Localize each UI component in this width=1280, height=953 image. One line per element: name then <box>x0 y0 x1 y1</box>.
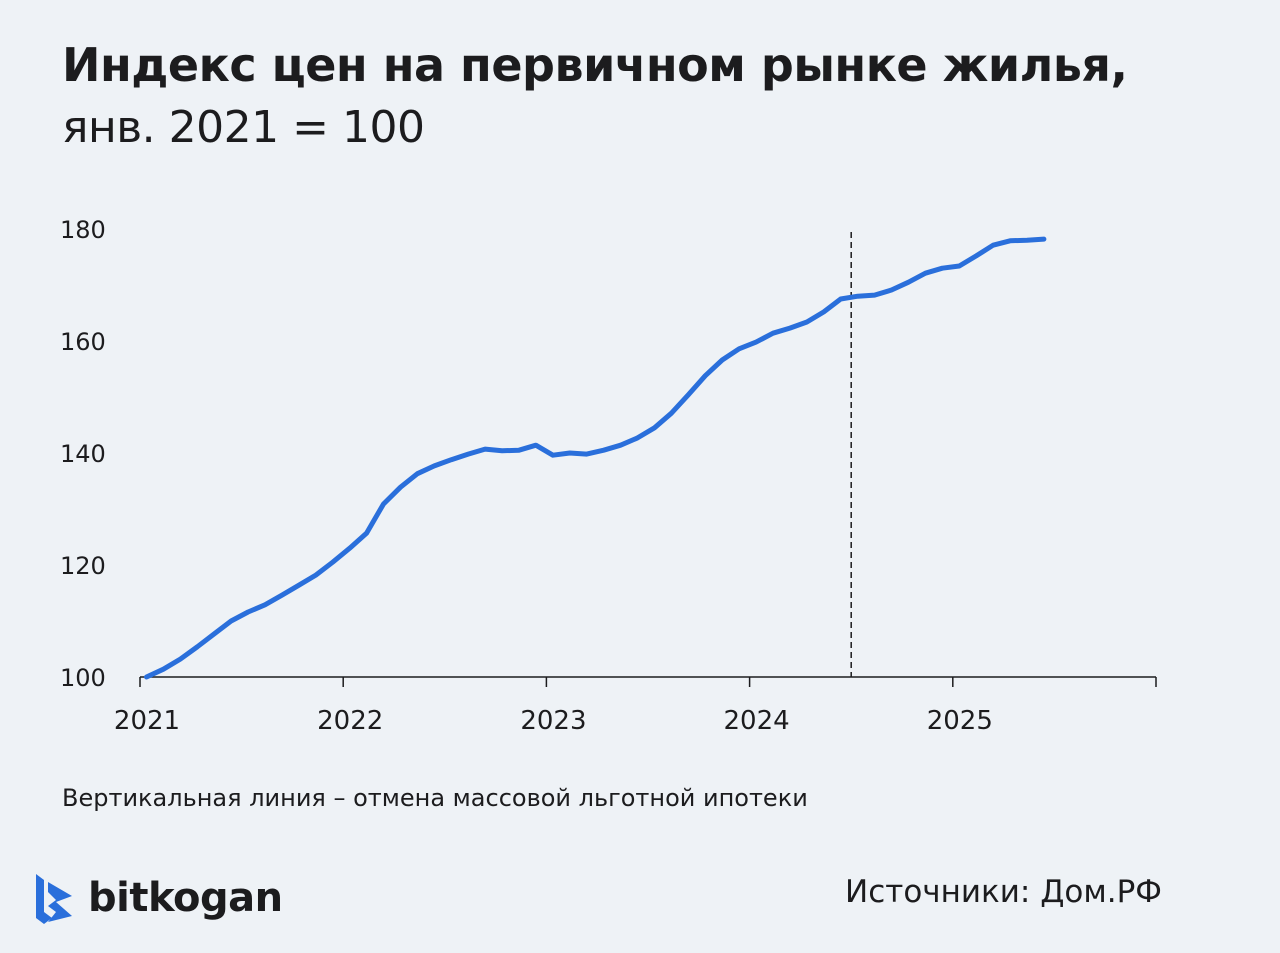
bitkogan-logo-icon <box>36 874 72 924</box>
x-tick-label: 2022 <box>317 706 383 736</box>
x-tick-label: 2025 <box>927 706 993 736</box>
y-tick-label: 120 <box>60 552 106 580</box>
bitkogan-logo: bitkogan <box>34 872 283 924</box>
y-tick-label: 100 <box>60 664 106 692</box>
y-tick-label: 140 <box>60 440 106 468</box>
chart-title: Индекс цен на первичном рынке жилья, <box>62 38 1128 92</box>
y-tick-label: 180 <box>60 216 106 244</box>
source-text: Источники: Дом.РФ <box>845 874 1162 910</box>
x-tick-label: 2024 <box>724 706 790 736</box>
chart-note: Вертикальная линия – отмена массовой льг… <box>62 784 808 812</box>
series-line <box>144 236 1047 680</box>
brand-name: bitkogan <box>88 875 283 921</box>
chart-subtitle: янв. 2021 = 100 <box>62 102 425 153</box>
x-tick-label: 2023 <box>520 706 586 736</box>
y-tick-label: 160 <box>60 328 106 356</box>
x-tick-label: 2021 <box>114 706 180 736</box>
